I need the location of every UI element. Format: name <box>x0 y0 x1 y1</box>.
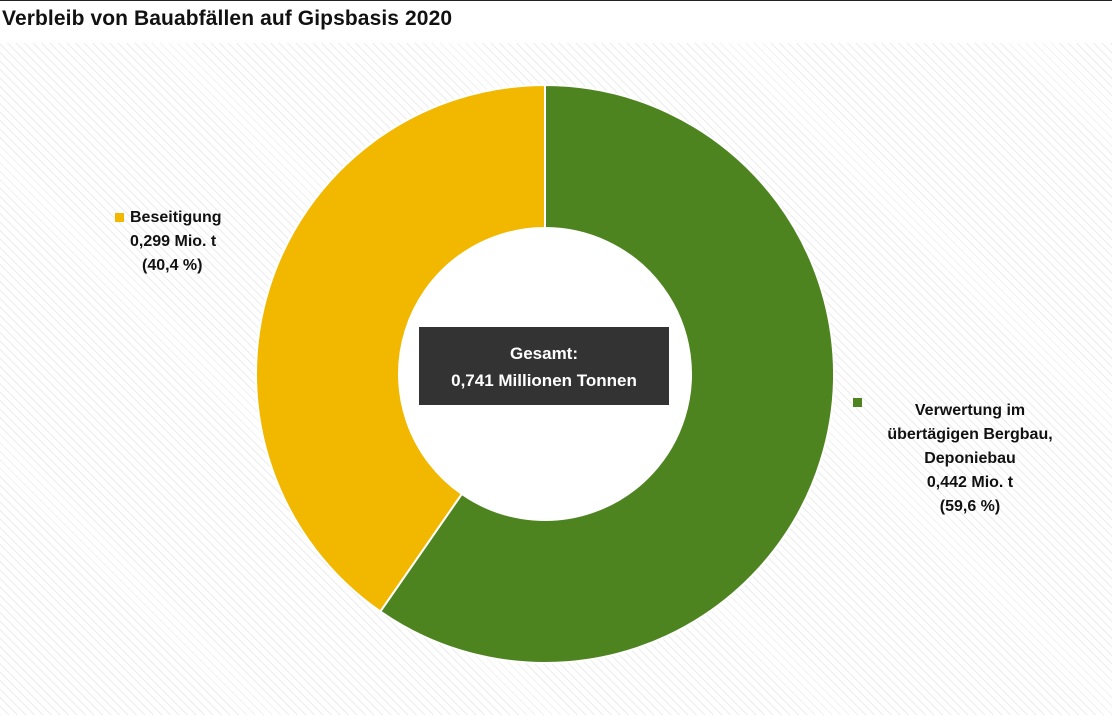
chart-title: Verbleib von Bauabfällen auf Gipsbasis 2… <box>2 7 453 30</box>
center-label-line2: 0,741 Millionen Tonnen <box>451 371 637 390</box>
slice-beseitigung <box>255 83 546 613</box>
legend-swatch-beseitigung <box>115 213 124 222</box>
legend-label-beseitigung: Beseitigung <box>130 209 222 226</box>
legend-verwertung: Verwertung im übertägigen Bergbau, Depon… <box>850 398 1090 519</box>
center-total-box: Gesamt: 0,741 Millionen Tonnen <box>419 327 669 405</box>
slice-verwertung <box>378 83 835 664</box>
legend-label-verwertung-2: übertägigen Bergbau, <box>887 426 1053 443</box>
legend-swatch-verwertung <box>853 398 862 407</box>
slices-group <box>255 83 835 664</box>
center-label-line1: Gesamt: <box>509 344 579 363</box>
legend-label-verwertung-3: Deponiebau <box>924 450 1016 467</box>
legend-label-verwertung-1: Verwertung im <box>914 402 1026 419</box>
legend-value-beseitigung: 0,299 Mio. t <box>130 233 217 250</box>
legend-percent-beseitigung: (40,4 %) <box>142 257 203 274</box>
legend-beseitigung: Beseitigung 0,299 Mio. t (40,4 %) <box>112 206 252 278</box>
legend-percent-verwertung: (59,6 %) <box>939 498 1001 515</box>
legend-value-verwertung: 0,442 Mio. t <box>926 474 1014 491</box>
